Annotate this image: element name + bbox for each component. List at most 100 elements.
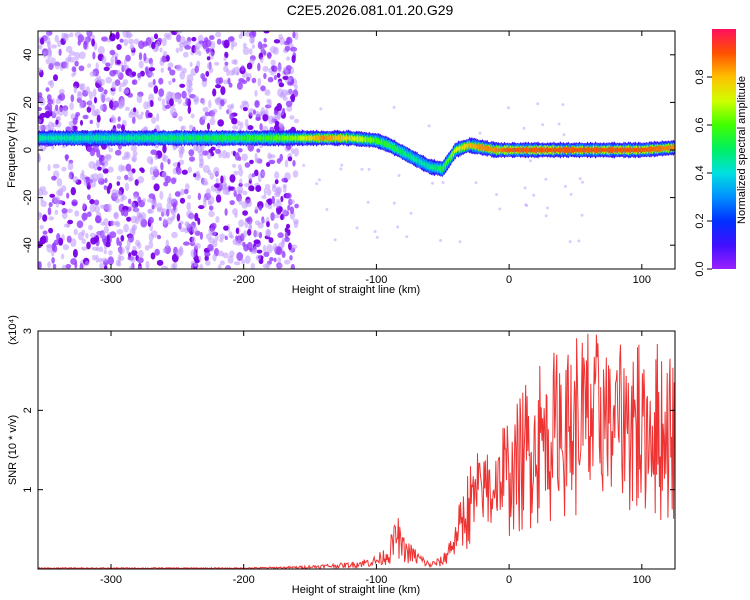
noise-cell [204, 251, 211, 257]
noise-cell [176, 64, 182, 70]
noise-cell [142, 198, 147, 203]
noise-cell [124, 174, 129, 181]
colorbar-tick-label: 0.4 [694, 165, 706, 180]
noise-cell [54, 34, 59, 43]
x-tick-label: 0 [506, 274, 512, 286]
noise-cell [96, 114, 101, 123]
noise-cell [138, 213, 142, 219]
x-tick-label: 100 [633, 574, 651, 586]
noise-cell [133, 107, 137, 113]
noise-cell [285, 89, 293, 96]
noise-cell [239, 178, 243, 186]
noise-cell [498, 207, 502, 211]
noise-cell [70, 187, 77, 196]
noise-cell [149, 166, 154, 176]
noise-cell [54, 209, 59, 215]
noise-cell [236, 185, 244, 194]
noise-cell [161, 265, 169, 269]
noise-cell [47, 207, 52, 216]
noise-cell [86, 31, 91, 36]
noise-cell [48, 202, 53, 208]
noise-cell [225, 190, 230, 196]
noise-cell [260, 85, 266, 92]
noise-cell [81, 229, 86, 236]
noise-cell [158, 77, 164, 85]
noise-cell [255, 185, 262, 192]
noise-cell [123, 223, 129, 233]
noise-cell [103, 66, 110, 72]
noise-cell [563, 184, 567, 188]
noise-cell [160, 67, 164, 73]
noise-cell [256, 249, 263, 254]
noise-cell [266, 244, 273, 254]
noise-cell [355, 226, 359, 230]
noise-cell [137, 242, 142, 249]
noise-cell [92, 173, 99, 182]
noise-cell [247, 143, 255, 152]
noise-cell [167, 91, 174, 97]
noise-cell [48, 216, 55, 221]
spectrogram-y-label: Frequency (Hz) [6, 112, 18, 188]
noise-cell [119, 38, 124, 43]
noise-cell [275, 187, 281, 196]
noise-cell [126, 216, 132, 222]
noise-cell [290, 46, 298, 52]
noise-cell [221, 150, 228, 159]
noise-cell [272, 46, 279, 55]
noise-cell [140, 168, 145, 174]
noise-cell [104, 265, 108, 269]
noise-cell [290, 148, 295, 155]
noise-cell [206, 56, 211, 61]
noise-cell [226, 68, 230, 77]
y-tick-label: 3 [22, 328, 34, 334]
noise-cell [178, 46, 184, 52]
noise-cell [228, 231, 233, 239]
noise-cell [294, 203, 299, 209]
noise-cell [458, 240, 462, 244]
noise-cell [158, 216, 162, 221]
spectrogram-x-label: Height of straight line (km) [292, 284, 420, 296]
noise-cell [109, 231, 117, 239]
noise-cell [235, 227, 240, 234]
noise-cell [117, 254, 122, 263]
noise-cell [529, 159, 532, 163]
noise-cell [285, 223, 291, 229]
noise-cell [366, 200, 370, 204]
noise-cell [137, 265, 143, 269]
noise-cell [77, 34, 85, 43]
noise-cell [88, 99, 93, 108]
chart-title: C2E5.2026.081.01.20.G29 [287, 2, 454, 18]
colorbar-tick-label: 0.8 [694, 69, 706, 84]
noise-cell [267, 204, 273, 210]
noise-cell [205, 48, 213, 53]
noise-cell [208, 67, 214, 74]
noise-cell [208, 210, 215, 218]
noise-cell [111, 81, 117, 91]
noise-cell [258, 205, 263, 211]
noise-cell [69, 32, 74, 38]
noise-cell [495, 193, 499, 196]
noise-cell [147, 208, 152, 214]
noise-cell [71, 72, 76, 78]
noise-cell [267, 51, 272, 60]
noise-cell [52, 110, 56, 118]
noise-cell [203, 198, 207, 208]
noise-cell [216, 38, 222, 45]
noise-cell [143, 52, 147, 62]
noise-cell [194, 65, 199, 74]
noise-cell [104, 177, 108, 184]
noise-cell [58, 237, 64, 246]
noise-cell [233, 187, 237, 193]
noise-cell [207, 169, 212, 176]
noise-cell [289, 254, 293, 261]
noise-cell [257, 77, 262, 87]
noise-cell [524, 203, 528, 207]
noise-cell [109, 49, 116, 56]
noise-cell [257, 62, 261, 72]
noise-cell [63, 108, 68, 117]
noise-cell [152, 78, 156, 86]
noise-cell [171, 263, 176, 269]
noise-cell [392, 105, 396, 109]
noise-cell [68, 173, 73, 180]
noise-cell [262, 244, 267, 253]
